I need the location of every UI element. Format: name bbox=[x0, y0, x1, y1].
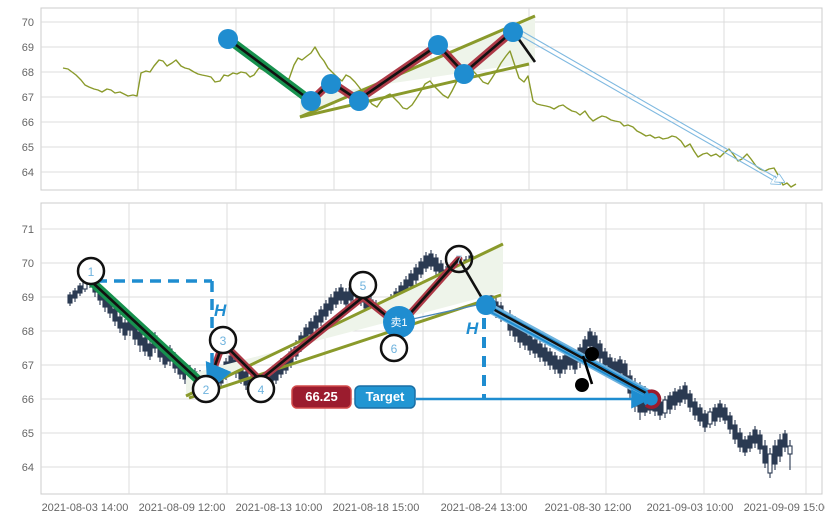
stop-loss-value: 66.25 bbox=[305, 389, 338, 404]
detail-ytick: 70 bbox=[22, 258, 34, 270]
x-axis: 2021-08-03 14:00 2021-08-09 12:00 2021-0… bbox=[42, 502, 825, 514]
target-label: Target bbox=[366, 389, 405, 404]
stop-loss-badge[interactable]: 66.25 bbox=[291, 385, 352, 409]
detail-ytick: 68 bbox=[22, 326, 34, 338]
x-axis-tick: 2021-09-09 15:00 bbox=[744, 502, 825, 514]
x-axis-tick: 2021-08-18 15:00 bbox=[333, 502, 420, 514]
detail-ytick: 69 bbox=[22, 292, 34, 304]
detail-pivot-dot[interactable] bbox=[476, 295, 496, 315]
wave-marker-3[interactable]: 3 bbox=[208, 325, 238, 355]
wave-marker-2[interactable]: 2 bbox=[191, 374, 221, 404]
target-badge[interactable]: Target bbox=[354, 385, 416, 409]
overview-ytick: 68 bbox=[22, 67, 34, 79]
detail-ytick: 67 bbox=[22, 360, 34, 372]
overview-ytick: 69 bbox=[22, 42, 34, 54]
wave-marker-label: 1 bbox=[88, 265, 95, 279]
wave-marker-label: 5 bbox=[360, 279, 367, 293]
x-axis-tick: 2021-09-03 10:00 bbox=[647, 502, 734, 514]
wave-marker-label: 2 bbox=[203, 383, 210, 397]
sell-order-marker[interactable] bbox=[383, 306, 415, 338]
overview-ytick: 70 bbox=[22, 17, 34, 29]
trade-connector-line bbox=[581, 355, 594, 385]
x-axis-tick: 2021-08-13 10:00 bbox=[236, 502, 323, 514]
detail-ytick: 71 bbox=[22, 224, 34, 236]
detail-projection-centerline bbox=[481, 301, 656, 400]
wave-marker-5[interactable]: 5 bbox=[348, 270, 378, 300]
wave-marker-label: 7 bbox=[456, 253, 463, 267]
overview-y-axis: 70 69 68 67 66 65 64 bbox=[22, 17, 34, 179]
wave-marker-label: 3 bbox=[220, 334, 227, 348]
overview-projection-arrow-2 bbox=[519, 29, 784, 182]
x-axis-tick: 2021-08-24 13:00 bbox=[441, 502, 528, 514]
overview-ytick: 65 bbox=[22, 142, 34, 154]
detail-channel-lower bbox=[188, 293, 502, 400]
wave-markers: 1 2 3 4 5 bbox=[76, 244, 474, 404]
overview-pivot-dot[interactable] bbox=[454, 64, 474, 84]
overview-pivot-dot[interactable] bbox=[218, 29, 238, 49]
overview-projection-arrow-1 bbox=[513, 31, 780, 184]
overview-ytick: 64 bbox=[22, 167, 34, 179]
x-axis-tick: 2021-08-03 14:00 bbox=[42, 502, 129, 514]
detail-ytick: 64 bbox=[22, 462, 34, 474]
overview-price-line bbox=[62, 46, 797, 188]
x-axis-tick: 2021-08-30 12:00 bbox=[545, 502, 632, 514]
wave-marker-1[interactable]: 1 bbox=[76, 256, 106, 286]
detail-ytick: 65 bbox=[22, 428, 34, 440]
trade-dot-upper[interactable] bbox=[585, 347, 599, 361]
detail-projection-edge-lower bbox=[486, 309, 659, 403]
overview-ytick: 67 bbox=[22, 92, 34, 104]
target-hit-arc bbox=[644, 389, 662, 409]
overview-pivot-dot[interactable] bbox=[321, 74, 341, 94]
overview-channel-lower bbox=[299, 62, 530, 119]
overview-pivot-dot[interactable] bbox=[503, 22, 523, 42]
wave-marker-6[interactable]: 6 bbox=[379, 333, 409, 363]
detail-panel: 71 70 69 68 67 66 65 64 bbox=[22, 202, 823, 495]
height-label-right: H bbox=[466, 319, 479, 338]
wave-marker-label: 6 bbox=[391, 342, 398, 356]
overview-pivot-dot[interactable] bbox=[301, 91, 321, 111]
overview-channel-upper bbox=[299, 14, 536, 119]
detail-ytick: 66 bbox=[22, 394, 34, 406]
sell-order-label: 卖1 bbox=[390, 316, 407, 329]
height-label-left: H bbox=[214, 301, 227, 320]
overview-pivot-dot[interactable] bbox=[428, 35, 448, 55]
wave-marker-label: 4 bbox=[258, 383, 265, 397]
detail-gridlines bbox=[41, 203, 822, 494]
overview-panel: 70 69 68 67 66 65 64 bbox=[22, 7, 823, 191]
trade-dot-lower[interactable] bbox=[575, 378, 589, 392]
overview-ytick: 66 bbox=[22, 117, 34, 129]
measured-move-left bbox=[96, 279, 214, 382]
wave-marker-4[interactable]: 4 bbox=[246, 374, 276, 404]
overview-pivot-dot[interactable] bbox=[349, 91, 369, 111]
x-axis-tick: 2021-08-09 12:00 bbox=[139, 502, 226, 514]
wave-marker-7[interactable]: 7 bbox=[444, 244, 474, 274]
detail-y-axis: 71 70 69 68 67 66 65 64 bbox=[22, 224, 34, 474]
